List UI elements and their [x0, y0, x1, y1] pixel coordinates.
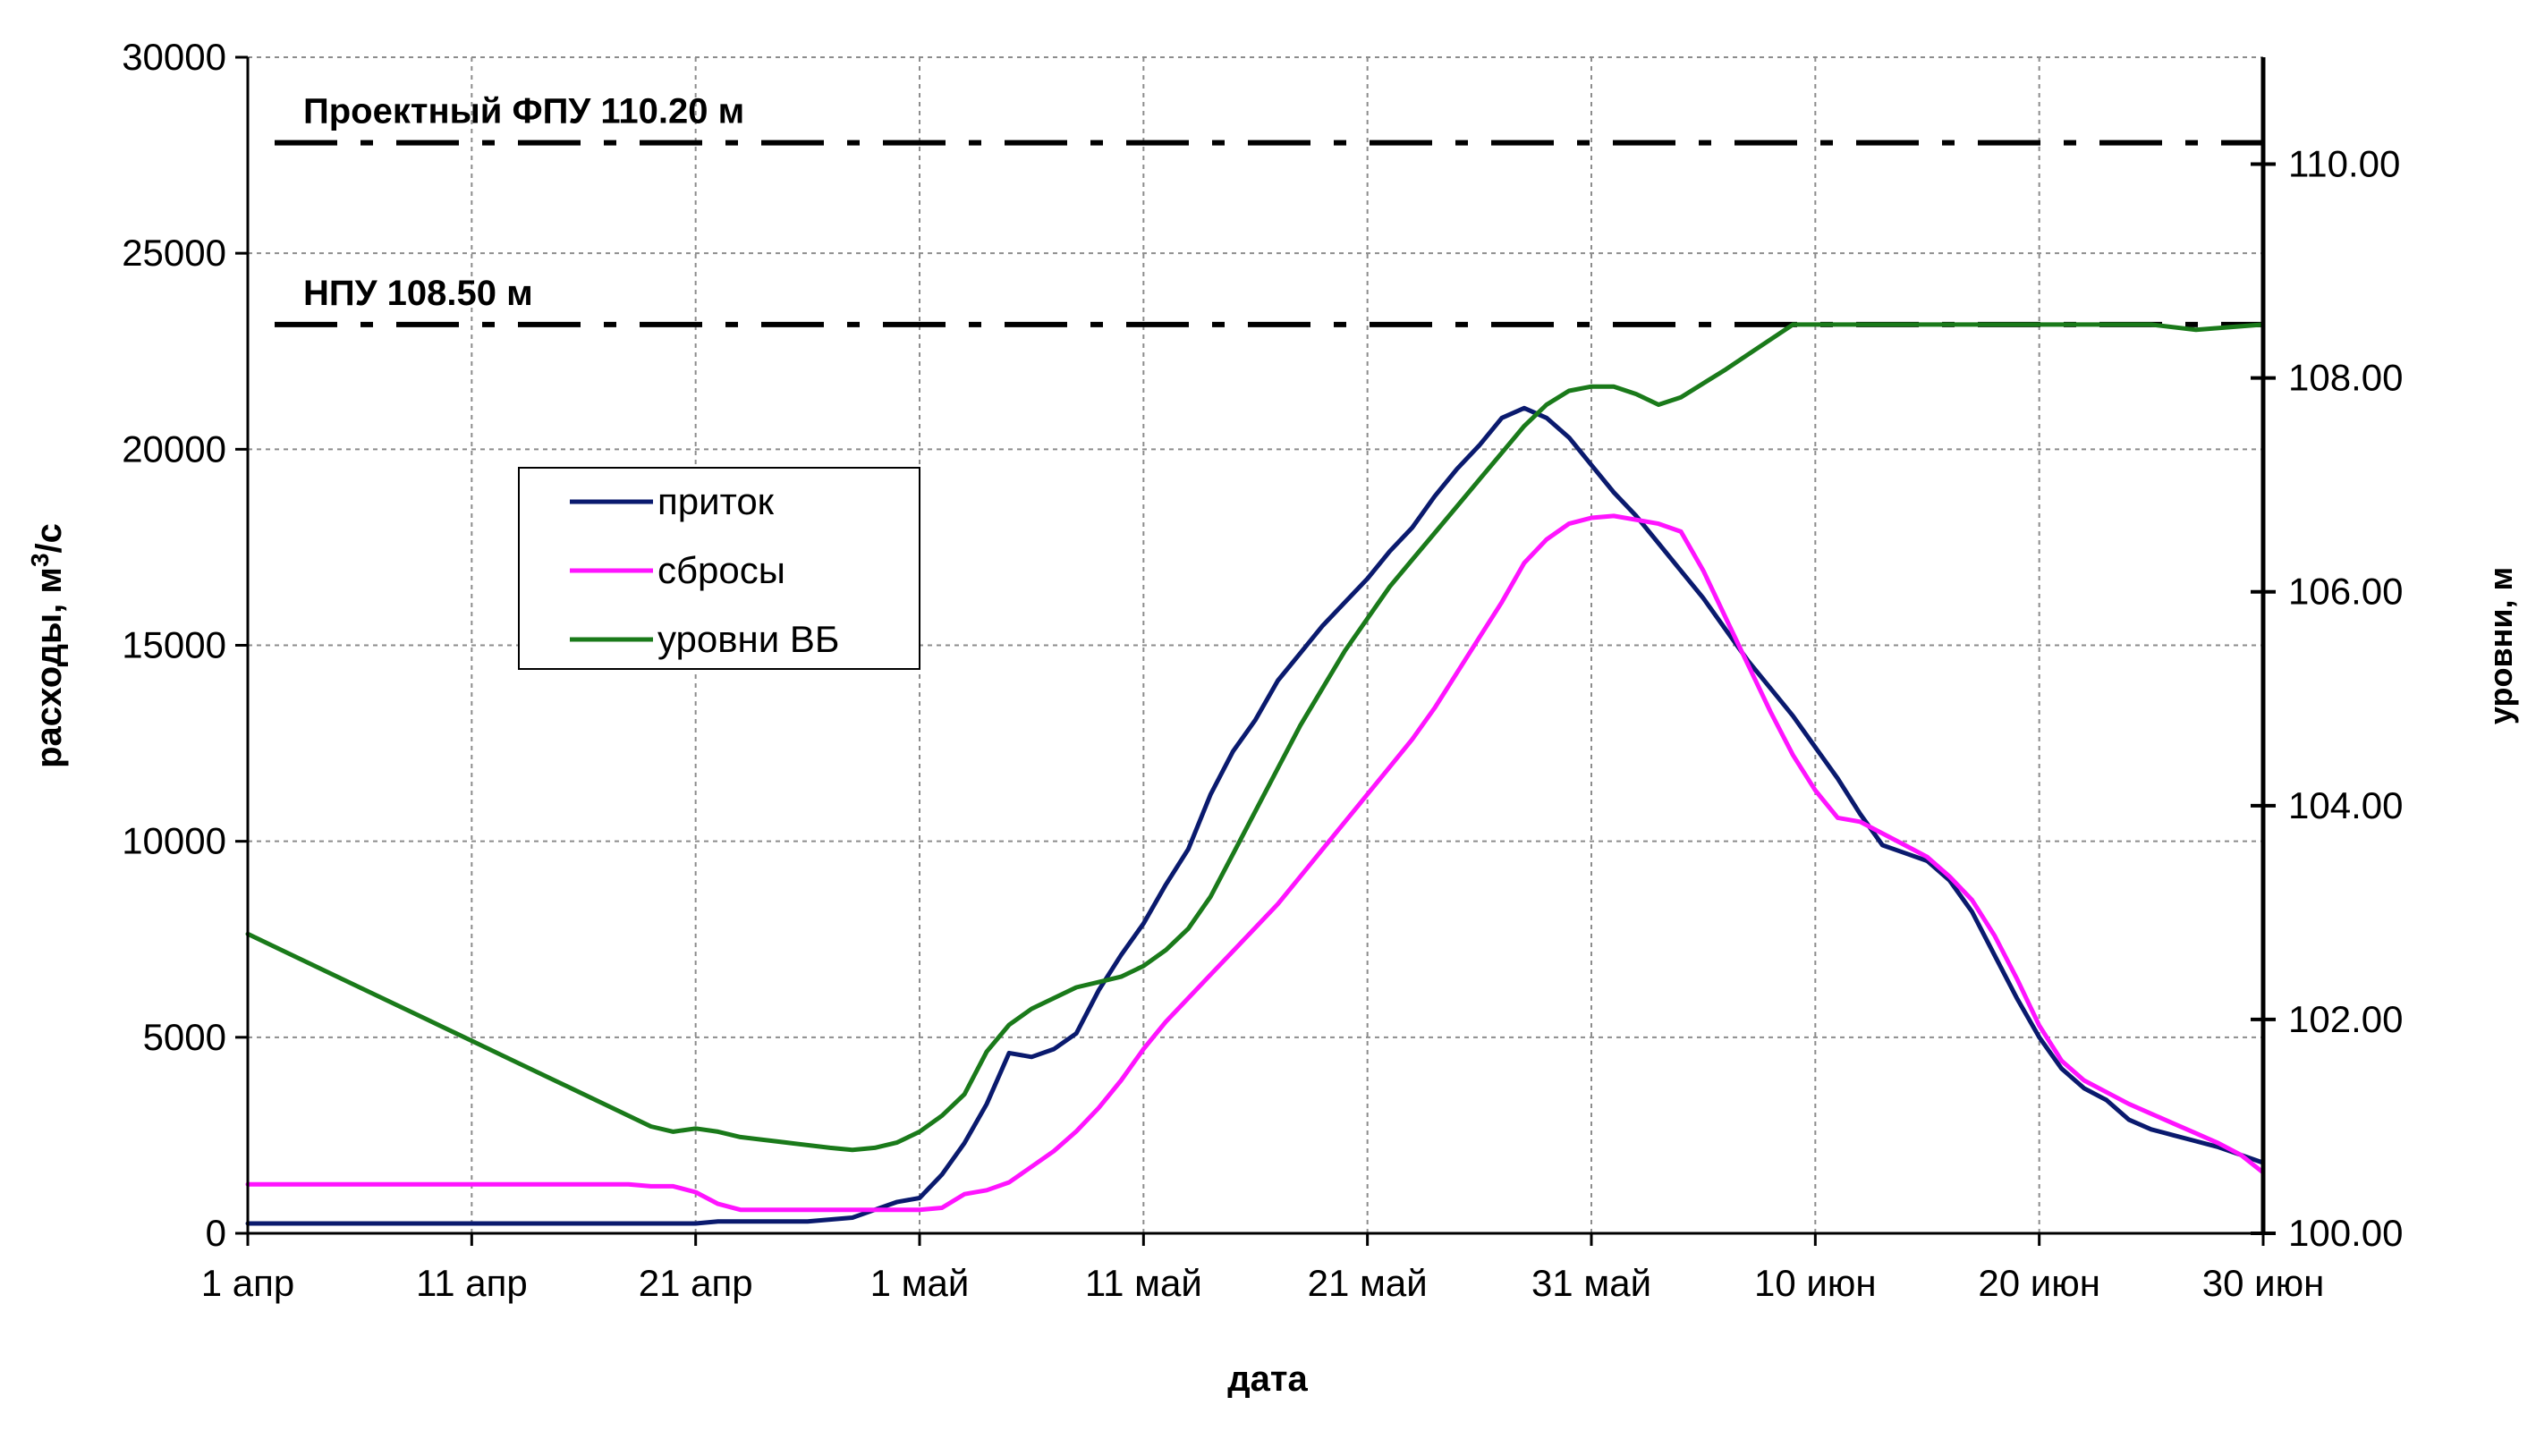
- y-left-tick-label: 30000: [122, 36, 226, 78]
- tick-labels: 0 5000 10000 15000 20000 25000 30000 1 апр 11 ап…: [122, 36, 2403, 1304]
- x-tick-label: 31 май: [1531, 1262, 1651, 1304]
- y-left-tick-label: 20000: [122, 427, 226, 470]
- y-left-tick-label: 25000: [122, 232, 226, 274]
- y-right-tick-label: 108.00: [2288, 357, 2403, 399]
- legend-label-levels: уровни ВБ: [657, 618, 839, 660]
- axes: [235, 55, 2276, 1246]
- series-lines: [245, 322, 2266, 1226]
- reference-lines: Проектный ФПУ 110.20 м НПУ 108.50 м: [275, 92, 2263, 327]
- y-left-tick-label: 15000: [122, 624, 226, 666]
- y-left-tick-label: 0: [206, 1212, 226, 1254]
- reference-line-label: НПУ 108.50 м: [303, 274, 533, 313]
- y-right-tick-label: 104.00: [2288, 784, 2403, 826]
- x-tick-label: 21 май: [1308, 1262, 1428, 1304]
- y-left-tick-label: 5000: [143, 1016, 226, 1058]
- legend-label-inflow: приток: [657, 480, 775, 522]
- x-tick-label: 10 июн: [1754, 1262, 1877, 1304]
- y-right-axis-title: уровни, м: [2482, 567, 2519, 724]
- y-left-axis-title: расходы, м3/с: [26, 523, 69, 768]
- x-tick-label: 1 апр: [201, 1262, 295, 1304]
- series-line-1: [245, 513, 2266, 1213]
- legend: приток сбросы уровни ВБ: [518, 467, 920, 670]
- series-line-0: [245, 405, 2266, 1226]
- legend-label-discharge: сбросы: [657, 549, 785, 591]
- series-line-2: [245, 322, 2266, 1153]
- x-axis-title: дата: [1227, 1359, 1308, 1399]
- y-right-tick-label: 100.00: [2288, 1212, 2403, 1254]
- x-tick-label: 30 июн: [2202, 1262, 2325, 1304]
- y-right-tick-label: 110.00: [2288, 143, 2400, 185]
- x-tick-label: 1 май: [870, 1262, 970, 1304]
- y-right-tick-label: 102.00: [2288, 998, 2403, 1040]
- x-tick-label: 21 апр: [639, 1262, 753, 1304]
- y-right-tick-label: 106.00: [2288, 571, 2403, 613]
- x-tick-label: 11 апр: [416, 1262, 528, 1304]
- x-tick-label: 11 май: [1085, 1262, 1202, 1304]
- x-tick-label: 20 июн: [1978, 1262, 2100, 1304]
- reference-line-label: Проектный ФПУ 110.20 м: [303, 92, 744, 131]
- y-left-tick-label: 10000: [122, 820, 226, 862]
